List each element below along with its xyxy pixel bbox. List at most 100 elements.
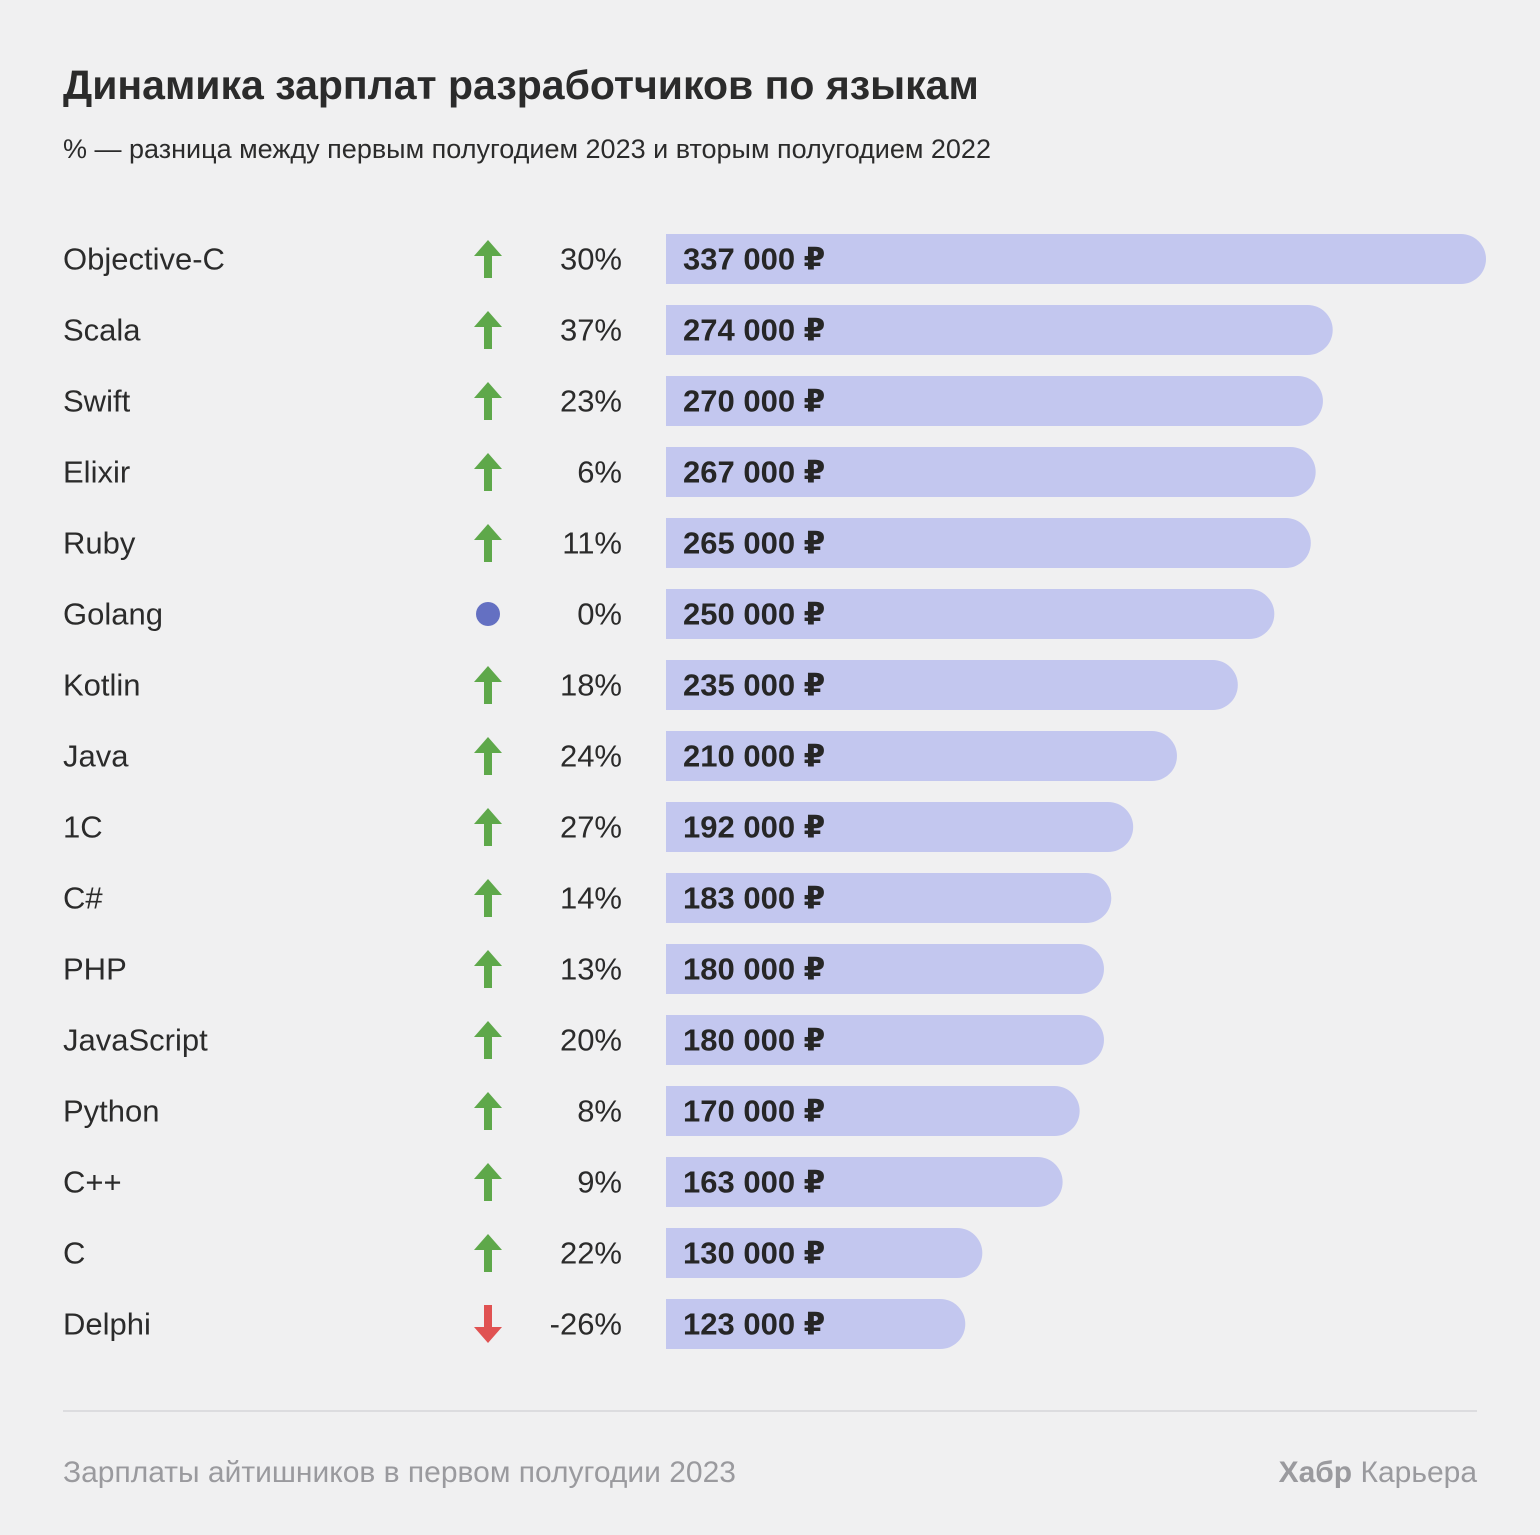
- salary-bar: [666, 1157, 1063, 1207]
- language-label: C: [63, 1236, 85, 1271]
- arrow-up-icon: [474, 1163, 502, 1201]
- chart-row: Kotlin 18% 235 000 ₽: [63, 660, 1238, 710]
- change-percent-label: 6%: [577, 455, 622, 490]
- salary-value-label: 180 000 ₽: [683, 1023, 825, 1058]
- arrow-up-icon: [474, 666, 502, 704]
- language-label: Ruby: [63, 526, 136, 561]
- change-percent-label: 30%: [560, 242, 622, 277]
- salary-value-label: 274 000 ₽: [683, 313, 825, 348]
- language-label: Golang: [63, 597, 163, 632]
- change-percent-label: 11%: [562, 526, 622, 561]
- chart-row: Elixir 6% 267 000 ₽: [63, 447, 1316, 497]
- chart-row: Ruby 11% 265 000 ₽: [63, 518, 1311, 568]
- chart-title: Динамика зарплат разработчиков по языкам: [63, 62, 979, 108]
- language-label: Scala: [63, 313, 141, 348]
- salary-bar: [666, 234, 1486, 284]
- salary-value-label: 123 000 ₽: [683, 1307, 825, 1342]
- brand-name-bold: Хабр: [1278, 1456, 1353, 1489]
- salary-value-label: 180 000 ₽: [683, 952, 825, 987]
- salary-bar: [666, 305, 1333, 355]
- salary-bar: [666, 518, 1311, 568]
- salary-bar: [666, 873, 1112, 923]
- arrow-up-icon: [474, 382, 502, 420]
- change-percent-label: 9%: [577, 1165, 622, 1200]
- arrow-up-icon: [474, 1092, 502, 1130]
- change-percent-label: 8%: [577, 1094, 622, 1129]
- language-label: Delphi: [63, 1307, 151, 1342]
- change-percent-label: 14%: [560, 881, 622, 916]
- change-percent-label: 37%: [560, 313, 622, 348]
- chart-row: C++ 9% 163 000 ₽: [63, 1157, 1063, 1207]
- chart-row: JavaScript 20% 180 000 ₽: [63, 1015, 1104, 1065]
- chart-row: Golang 0% 250 000 ₽: [63, 589, 1275, 639]
- change-percent-label: 22%: [560, 1236, 622, 1271]
- change-percent-label: 24%: [560, 739, 622, 774]
- salary-value-label: 192 000 ₽: [683, 810, 825, 845]
- chart-row: Objective-C 30% 337 000 ₽: [63, 234, 1486, 284]
- arrow-up-icon: [474, 240, 502, 278]
- language-label: Kotlin: [63, 668, 141, 703]
- salary-value-label: 235 000 ₽: [683, 668, 825, 703]
- change-percent-label: -26%: [550, 1307, 622, 1342]
- salary-bar: [666, 731, 1177, 781]
- chart-row: Swift 23% 270 000 ₽: [63, 376, 1323, 426]
- salary-value-label: 250 000 ₽: [683, 597, 825, 632]
- chart-row: Delphi -26% 123 000 ₽: [63, 1299, 966, 1349]
- footer-divider: [63, 1410, 1477, 1412]
- change-percent-label: 27%: [560, 810, 622, 845]
- arrow-up-icon: [474, 1021, 502, 1059]
- arrow-up-icon: [474, 453, 502, 491]
- salary-value-label: 267 000 ₽: [683, 455, 825, 490]
- language-label: JavaScript: [63, 1023, 208, 1058]
- salary-bar: [666, 589, 1275, 639]
- salary-value-label: 337 000 ₽: [683, 242, 825, 277]
- arrow-down-icon: [474, 1305, 502, 1343]
- chart-row: C# 14% 183 000 ₽: [63, 873, 1112, 923]
- salary-bar: [666, 1299, 966, 1349]
- change-percent-label: 13%: [560, 952, 622, 987]
- chart-subtitle: % — разница между первым полугодием 2023…: [63, 134, 991, 164]
- salary-value-label: 170 000 ₽: [683, 1094, 825, 1129]
- arrow-up-icon: [474, 737, 502, 775]
- salary-value-label: 210 000 ₽: [683, 739, 825, 774]
- language-label: Swift: [63, 384, 131, 419]
- language-label: 1C: [63, 810, 103, 845]
- language-label: Objective-C: [63, 242, 225, 277]
- language-label: Python: [63, 1094, 160, 1129]
- brand-name-light: Карьера: [1360, 1456, 1477, 1489]
- salary-value-label: 163 000 ₽: [683, 1165, 825, 1200]
- change-percent-label: 20%: [560, 1023, 622, 1058]
- change-percent-label: 0%: [577, 597, 622, 632]
- language-label: Elixir: [63, 455, 130, 490]
- salary-bar: [666, 802, 1134, 852]
- salary-value-label: 130 000 ₽: [683, 1236, 825, 1271]
- chart-row: 1C 27% 192 000 ₽: [63, 802, 1134, 852]
- arrow-up-icon: [474, 1234, 502, 1272]
- arrow-up-icon: [474, 524, 502, 562]
- language-label: Java: [63, 739, 129, 774]
- salary-chart: Objective-C 30% 337 000 ₽ Scala 37% 274 000 ₽…: [63, 234, 1486, 1349]
- dot-icon: [476, 602, 500, 626]
- salary-bar: [666, 1086, 1080, 1136]
- chart-row: Python 8% 170 000 ₽: [63, 1086, 1080, 1136]
- arrow-up-icon: [474, 879, 502, 917]
- salary-value-label: 183 000 ₽: [683, 881, 825, 916]
- language-label: C#: [63, 881, 103, 916]
- salary-bar: [666, 376, 1323, 426]
- salary-bar: [666, 1015, 1104, 1065]
- salary-bar: [666, 447, 1316, 497]
- chart-row: Java 24% 210 000 ₽: [63, 731, 1177, 781]
- change-percent-label: 18%: [560, 668, 622, 703]
- arrow-up-icon: [474, 808, 502, 846]
- chart-row: PHP 13% 180 000 ₽: [63, 944, 1104, 994]
- salary-bar: [666, 944, 1104, 994]
- footer-source: Зарплаты айтишников в первом полугодии 2…: [63, 1456, 736, 1489]
- salary-bar: [666, 660, 1238, 710]
- arrow-up-icon: [474, 311, 502, 349]
- change-percent-label: 23%: [560, 384, 622, 419]
- arrow-up-icon: [474, 950, 502, 988]
- chart-row: Scala 37% 274 000 ₽: [63, 305, 1333, 355]
- chart-row: C 22% 130 000 ₽: [63, 1228, 983, 1278]
- salary-bar: [666, 1228, 983, 1278]
- language-label: C++: [63, 1165, 122, 1200]
